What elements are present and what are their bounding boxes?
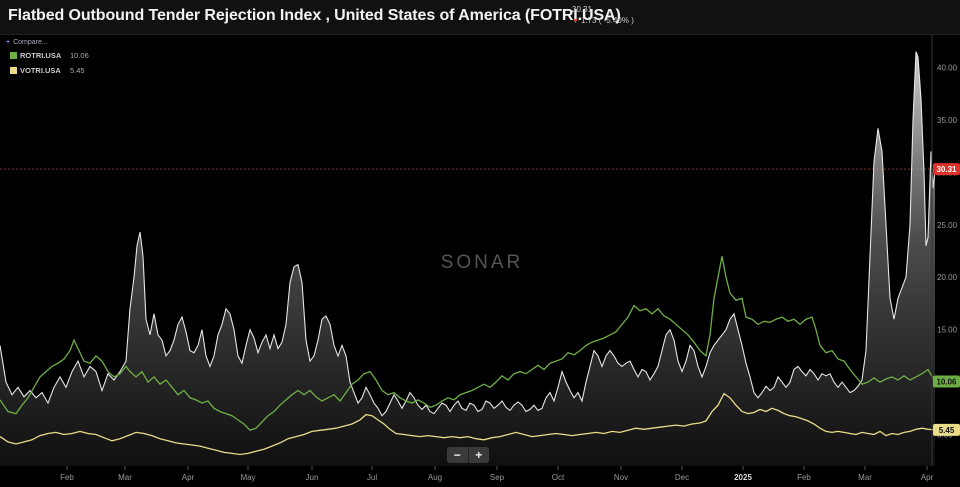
series-fotri-line[interactable] xyxy=(0,51,936,417)
x-tick-label: Apr xyxy=(921,473,934,482)
plus-icon: + xyxy=(6,39,11,46)
series-fotri-area xyxy=(0,51,935,466)
chart-header: Flatbed Outbound Tender Rejection Index … xyxy=(0,0,960,35)
zoom-control: − + xyxy=(447,447,489,463)
x-tick-label: Aug xyxy=(428,473,442,482)
compare-button[interactable]: + Compare... xyxy=(6,39,48,46)
current-tag-votri xyxy=(933,423,960,436)
legend-item-votri[interactable]: VOTRI.USA 5.45 xyxy=(10,66,85,75)
x-tick-label: Apr xyxy=(182,473,195,482)
x-tick-label: Jun xyxy=(306,473,319,482)
yellow-swatch-icon xyxy=(10,67,17,74)
current-tag-rotri xyxy=(933,375,960,388)
current-tag-text: 5.45 xyxy=(939,426,955,435)
y-tick-label: 35.00 xyxy=(937,116,958,125)
legend-item-rotri[interactable]: ROTRI.USA 10.06 xyxy=(10,51,89,60)
x-tick-label: Feb xyxy=(797,473,811,482)
x-tick-label: Mar xyxy=(118,473,132,482)
x-tick-label: Mar xyxy=(858,473,872,482)
x-tick-label: 2025 xyxy=(734,473,752,482)
x-tick-label: Oct xyxy=(552,473,565,482)
zoom-in-button[interactable]: + xyxy=(467,447,490,463)
x-tick-label: Dec xyxy=(675,473,689,482)
series-votri-line[interactable] xyxy=(0,392,936,456)
x-tick-label: Sep xyxy=(490,473,505,482)
legend-value: 10.06 xyxy=(70,51,89,60)
change-value: ▼ 1.73 ( -5.40% ) xyxy=(572,16,634,25)
y-tick-label: 15.00 xyxy=(937,326,958,335)
x-tick-label: Jul xyxy=(367,473,377,482)
chart-title: Flatbed Outbound Tender Rejection Index … xyxy=(8,7,621,24)
y-tick-label: 20.00 xyxy=(937,273,958,282)
legend-label: ROTRI.USA xyxy=(20,51,62,60)
y-tick-label: 40.00 xyxy=(937,63,958,72)
y-tick-label: 25.00 xyxy=(937,221,958,230)
current-tag-fotri xyxy=(933,163,960,176)
series-rotri-line[interactable] xyxy=(0,256,936,432)
sonar-watermark: SONAR xyxy=(441,252,524,273)
legend-label: VOTRI.USA xyxy=(20,66,61,75)
change-text: 1.73 ( -5.40% ) xyxy=(580,16,634,25)
down-arrow-icon: ▼ xyxy=(572,18,579,25)
x-tick-label: Nov xyxy=(614,473,628,482)
zoom-out-button[interactable]: − xyxy=(453,448,461,462)
current-tag-text: 30.31 xyxy=(936,165,957,174)
green-swatch-icon xyxy=(10,52,17,59)
x-tick-label: May xyxy=(240,473,255,482)
current-tag-text: 10.06 xyxy=(936,377,957,386)
compare-label: Compare... xyxy=(13,39,48,46)
legend-value: 5.45 xyxy=(70,66,85,75)
current-value: 30.31 xyxy=(572,5,593,14)
x-tick-label: Feb xyxy=(60,473,74,482)
